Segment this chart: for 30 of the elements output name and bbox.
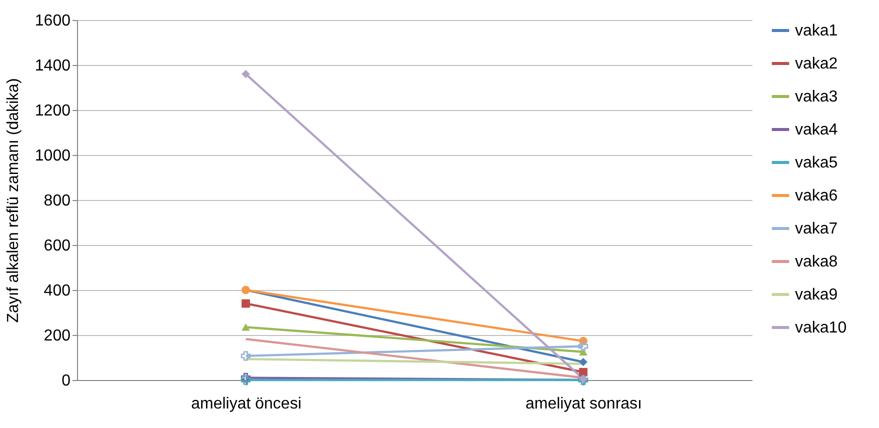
legend-label: vaka6	[795, 188, 838, 204]
x-tick-label: ameliyat öncesi	[191, 396, 302, 412]
point	[578, 341, 588, 352]
legend-label: vaka5	[795, 154, 838, 172]
y-tick-label: 1200	[34, 102, 71, 120]
y-tick-label: 200	[44, 328, 71, 344]
point	[240, 351, 251, 361]
y-tick-label: 600	[44, 238, 71, 254]
y-tick-label: 1000	[34, 148, 71, 164]
legend-label: vaka9	[795, 286, 838, 304]
point	[579, 368, 588, 376]
legend-label: vaka8	[795, 254, 838, 270]
y-axis-title: Zayıf alkalen reflü zamanı (dakika)	[4, 78, 22, 323]
y-tick-label: 800	[44, 192, 71, 210]
legend-label: vaka4	[795, 122, 838, 138]
point	[240, 375, 251, 385]
point	[240, 372, 251, 383]
point	[242, 70, 250, 78]
legend-label: vaka10	[795, 320, 847, 336]
y-tick-label: 0	[62, 372, 71, 390]
y-tick-label: 400	[44, 282, 71, 300]
legend-label: vaka3	[795, 88, 838, 106]
y-tick-label: 1400	[34, 58, 71, 74]
point	[579, 358, 588, 366]
x-tick-label: ameliyat sonrası	[526, 396, 642, 412]
legend-label: vaka7	[795, 220, 838, 238]
y-tick-label: 1600	[34, 12, 71, 30]
legend-label: vaka2	[795, 56, 838, 72]
point	[242, 299, 250, 308]
legend-label: vaka1	[795, 22, 838, 40]
